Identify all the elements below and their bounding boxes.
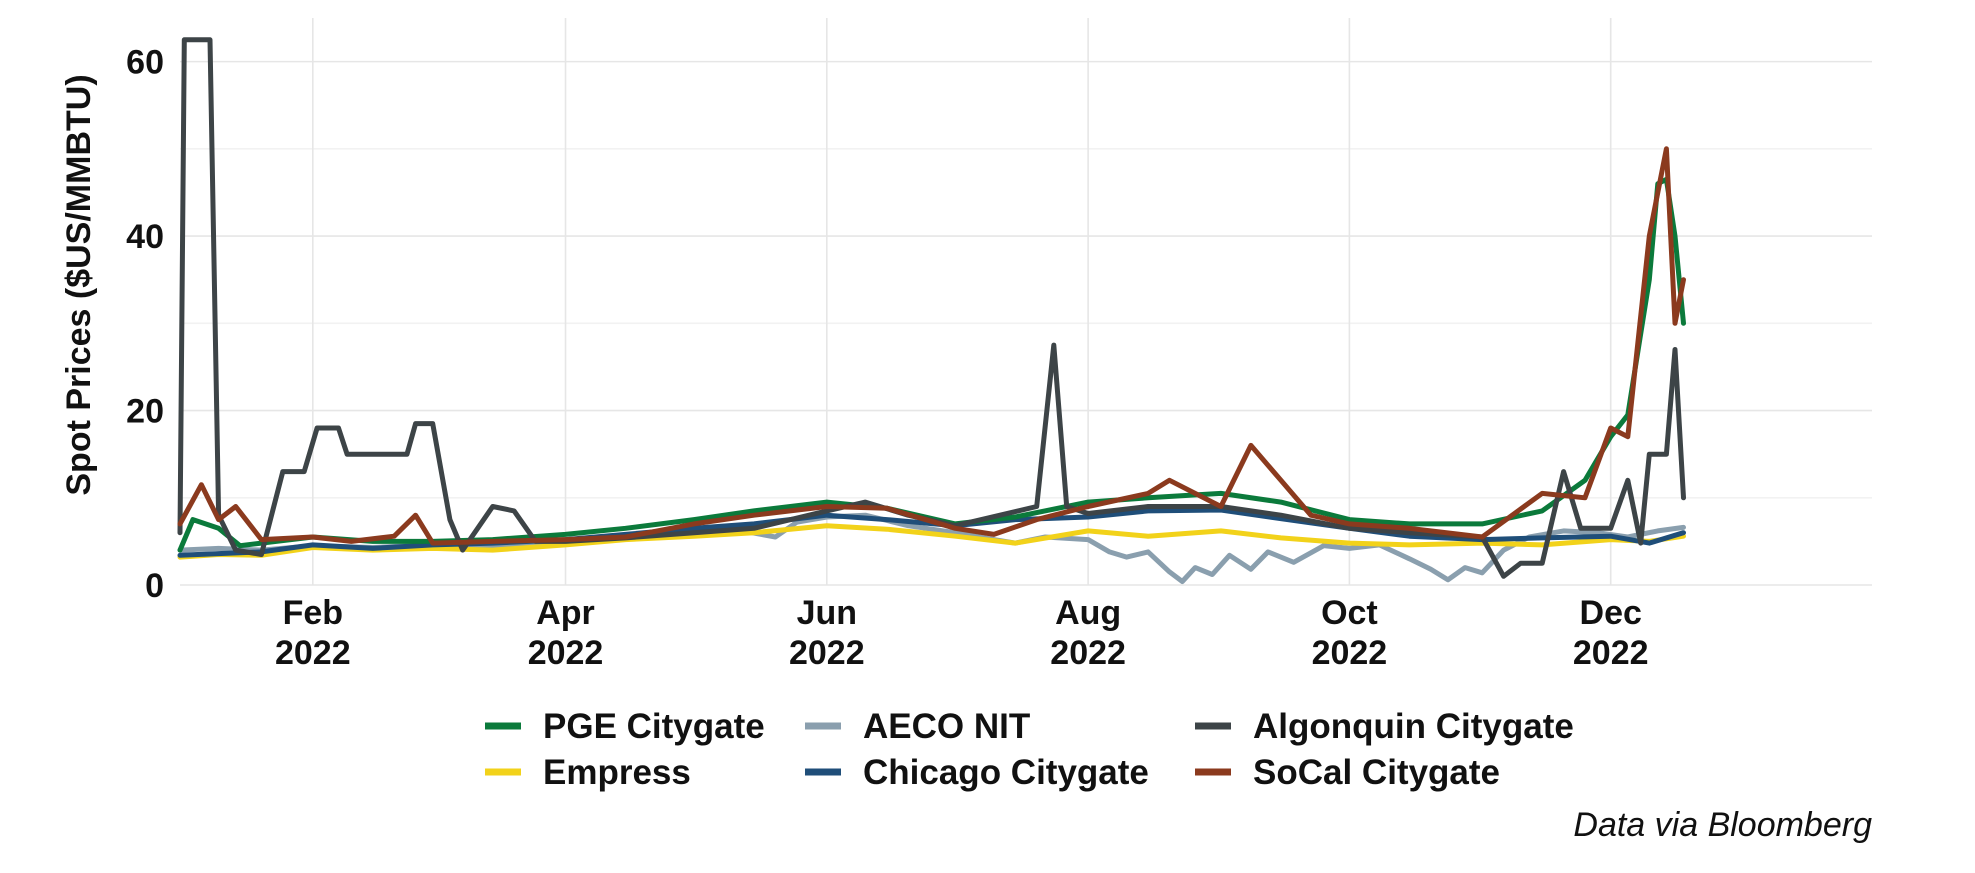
legend-item: PGE Citygate bbox=[485, 707, 765, 746]
x-tick-month: Jun bbox=[797, 594, 857, 632]
legend-item: SoCal Citygate bbox=[1195, 753, 1500, 792]
x-tick-month: Apr bbox=[536, 594, 595, 632]
legend-label: Chicago Citygate bbox=[863, 753, 1149, 792]
x-tick-year: 2022 bbox=[1573, 634, 1649, 672]
x-tick-year: 2022 bbox=[1050, 634, 1126, 672]
legend-item: Algonquin Citygate bbox=[1195, 707, 1574, 746]
x-tick-month: Aug bbox=[1055, 594, 1121, 632]
legend-label: SoCal Citygate bbox=[1253, 753, 1500, 792]
series-line-chicago-citygate bbox=[177, 507, 1686, 558]
series-line-socal-citygate bbox=[177, 146, 1686, 546]
legend: PGE Citygate Empress AECO NIT Chicago Cityg… bbox=[485, 707, 1574, 792]
legend-label: Empress bbox=[543, 753, 691, 792]
x-tick-year: 2022 bbox=[275, 634, 351, 672]
source-caption: Data via Bloomberg bbox=[1573, 806, 1872, 844]
gridlines bbox=[180, 18, 1872, 586]
x-tick-year: 2022 bbox=[1312, 634, 1388, 672]
y-tick-label: 0 bbox=[145, 567, 164, 605]
legend-label: PGE Citygate bbox=[543, 707, 765, 746]
legend-item: AECO NIT bbox=[805, 707, 1030, 746]
y-axis-ticks: 0 20 40 60 bbox=[126, 44, 164, 605]
legend-item: Empress bbox=[485, 753, 691, 792]
y-tick-label: 60 bbox=[126, 44, 164, 82]
legend-label: Algonquin Citygate bbox=[1253, 707, 1574, 746]
x-tick-year: 2022 bbox=[528, 634, 604, 672]
series-lines bbox=[177, 37, 1686, 584]
legend-item: Chicago Citygate bbox=[805, 753, 1149, 792]
y-axis-title: Spot Prices ($US/MMBTU) bbox=[60, 74, 98, 495]
x-tick-month: Oct bbox=[1321, 594, 1378, 632]
y-tick-label: 40 bbox=[126, 218, 164, 256]
x-axis-ticks: Feb2022Apr2022Jun2022Aug2022Oct2022Dec20… bbox=[275, 594, 1649, 672]
x-tick-year: 2022 bbox=[789, 634, 865, 672]
series-line-algonquin-citygate bbox=[177, 37, 1686, 579]
series-line-pge-citygate bbox=[177, 176, 1686, 553]
legend-label: AECO NIT bbox=[863, 707, 1030, 746]
x-tick-month: Dec bbox=[1580, 594, 1642, 632]
x-tick-month: Feb bbox=[283, 594, 343, 632]
y-tick-label: 20 bbox=[126, 393, 164, 431]
